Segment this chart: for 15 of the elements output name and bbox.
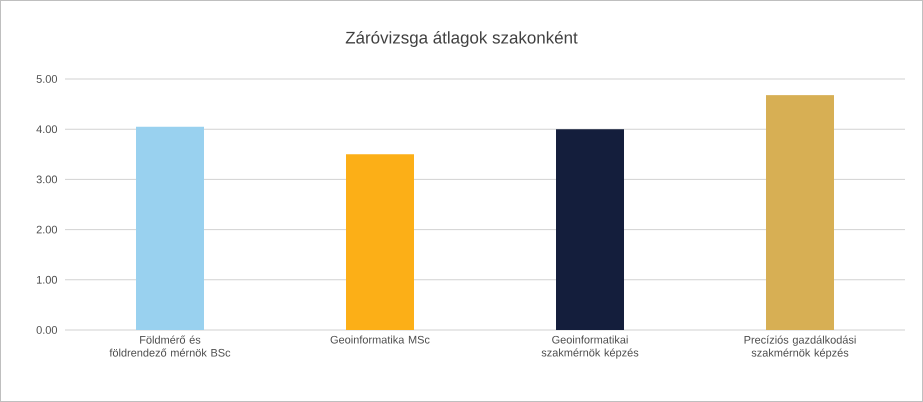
x-tick-label: Geoinformatika MSc	[330, 336, 430, 344]
y-tick-label: 1.00	[36, 276, 58, 284]
bar	[766, 95, 834, 330]
x-tick-label: Precíziós gazdálkodási szakmérnök képzés	[744, 336, 856, 359]
y-tick-label: 3.00	[36, 176, 58, 184]
chart-title: Záróvizsga átlagok szakonként	[346, 31, 578, 47]
x-tick-label: Geoinformatikai szakmérnök képzés	[542, 336, 638, 359]
x-tick-label: Földmérő és földrendező mérnök BSc	[110, 336, 230, 357]
y-tick-label: 0.00	[36, 326, 58, 334]
y-tick-label: 2.00	[36, 226, 58, 234]
y-tick-label: 5.00	[36, 75, 58, 83]
bar	[346, 154, 414, 330]
y-tick-label: 4.00	[36, 125, 58, 134]
bar	[556, 129, 624, 330]
bar	[136, 126, 204, 330]
